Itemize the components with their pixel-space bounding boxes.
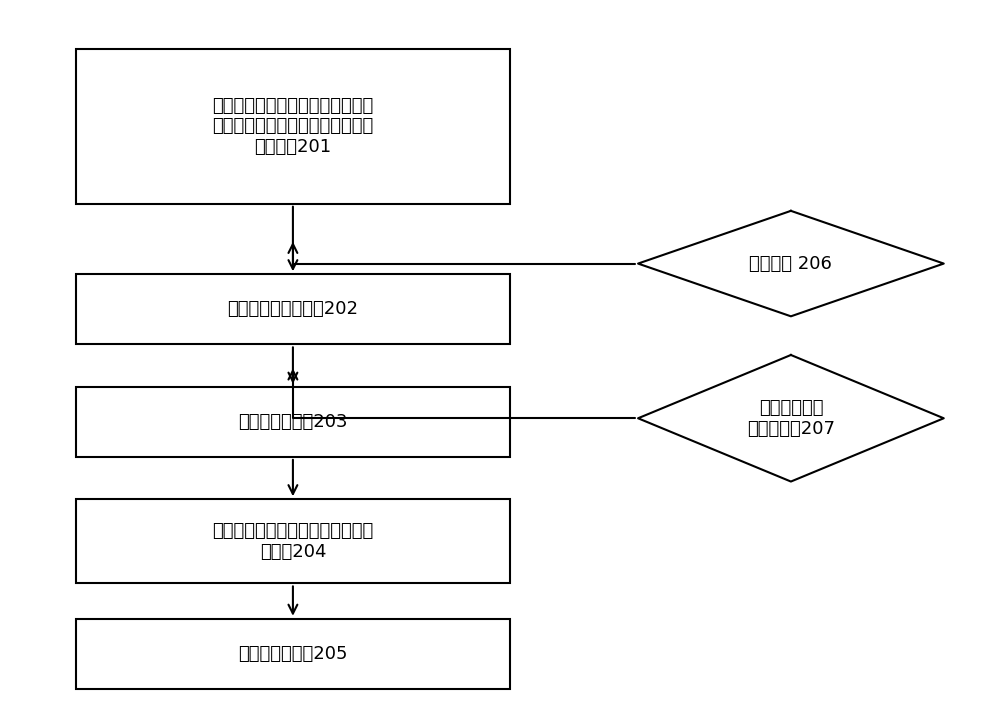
- Text: 输出（屏幕显示、语音播报、报警
提示）204: 输出（屏幕显示、语音播报、报警 提示）204: [212, 522, 374, 561]
- Bar: [76, 386, 510, 457]
- Text: 处理（处理器）203: 处理（处理器）203: [238, 413, 348, 431]
- Text: 语音提示 206: 语音提示 206: [749, 255, 832, 272]
- Text: 测温（红外成像仪）202: 测温（红外成像仪）202: [227, 300, 358, 318]
- Text: 校准（距离、
黑体校准）207: 校准（距离、 黑体校准）207: [747, 399, 835, 437]
- Text: 识别（运动传感器、人脸识别传感
器、语音识别、实体按键操作、无
线装置）201: 识别（运动传感器、人脸识别传感 器、语音识别、实体按键操作、无 线装置）201: [212, 97, 374, 156]
- Bar: [76, 499, 510, 584]
- Bar: [76, 49, 510, 204]
- Bar: [76, 619, 510, 689]
- Bar: [76, 274, 510, 344]
- Text: 存储（存储器）205: 存储（存储器）205: [238, 645, 348, 663]
